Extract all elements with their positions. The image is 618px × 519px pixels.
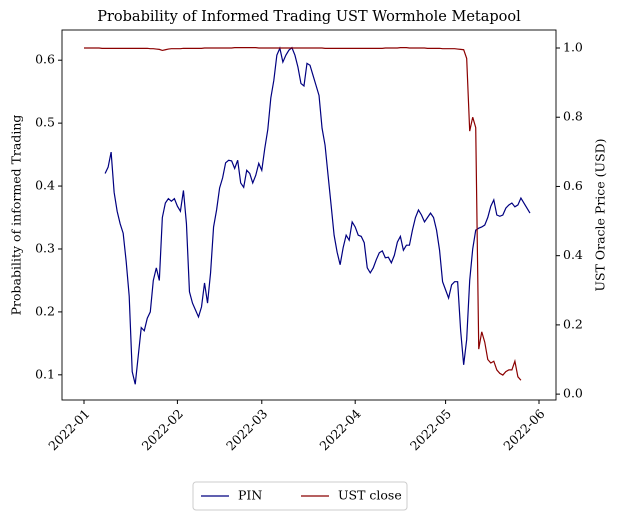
x-tick-label: 2022-06 bbox=[500, 406, 547, 453]
y2-axis-label: UST Oracle Price (USD) bbox=[593, 138, 608, 291]
y-tick-label: 0.4 bbox=[35, 178, 55, 193]
y2-tick-label: 0.0 bbox=[563, 386, 583, 401]
legend-label: PIN bbox=[238, 488, 262, 503]
y2-tick-label: 0.2 bbox=[563, 316, 583, 331]
y-tick-label: 0.1 bbox=[35, 366, 55, 381]
x-tick-label: 2022-02 bbox=[139, 406, 186, 453]
y-tick-label: 0.5 bbox=[35, 115, 55, 130]
x-tick-label: 2022-03 bbox=[223, 406, 270, 453]
line-series bbox=[84, 47, 522, 381]
legend-box bbox=[192, 481, 408, 511]
y-tick-label: 0.6 bbox=[35, 52, 55, 67]
y-tick-label: 0.2 bbox=[35, 303, 55, 318]
chart-title: Probability of Informed Trading UST Worm… bbox=[97, 9, 521, 25]
x-tick-label: 2022-01 bbox=[45, 406, 92, 453]
y2-tick-label: 0.8 bbox=[563, 109, 583, 124]
y-tick-label: 0.3 bbox=[35, 240, 55, 255]
y2-tick-label: 0.4 bbox=[563, 247, 583, 262]
x-tick-label: 2022-05 bbox=[407, 406, 454, 453]
line-series bbox=[104, 46, 531, 385]
x-tick-label: 2022-04 bbox=[316, 406, 363, 453]
y2-tick-label: 1.0 bbox=[563, 39, 583, 54]
y-axis-label: Probability of informed Trading bbox=[9, 115, 24, 316]
legend-label: UST close bbox=[338, 488, 402, 503]
plot-frame bbox=[61, 29, 557, 401]
y2-tick-label: 0.6 bbox=[563, 178, 583, 193]
